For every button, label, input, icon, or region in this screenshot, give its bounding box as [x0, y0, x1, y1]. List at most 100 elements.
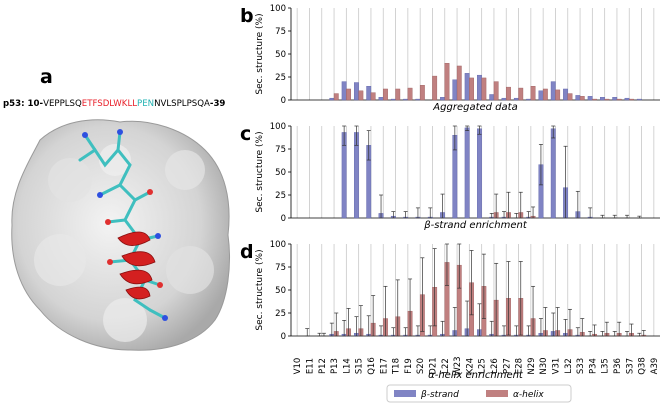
- panel-a-label: a: [40, 66, 53, 88]
- strand-bar-t18: [390, 98, 396, 101]
- strand-bar-p36: [612, 97, 618, 101]
- x-tick-label: P34: [588, 358, 598, 374]
- strand-bar-q38: [636, 98, 642, 101]
- strand-bar-l32: [563, 88, 568, 101]
- x-tick-label: P12: [318, 358, 328, 374]
- strand-bar-p13: [329, 97, 335, 101]
- helix-bar-l22: [444, 63, 450, 101]
- y-axis-label: Sec. structure (%): [255, 249, 265, 330]
- helix-bar-s37: [629, 98, 634, 101]
- x-tick-label: P36: [613, 358, 623, 374]
- panel-b-label: b: [240, 5, 254, 27]
- p53-sequence: p53: 10-VEPPLSQETFSDLWKLLPENNVLSPLPSQA-3…: [3, 99, 225, 109]
- x-tick-label: D21: [428, 357, 438, 374]
- helix-bar-s33: [579, 96, 585, 101]
- x-tick-label: V10: [293, 358, 303, 375]
- helix-bar-w23: [456, 65, 462, 101]
- x-tick-label: W23: [453, 356, 463, 375]
- x-tick-label: Q16: [367, 357, 377, 375]
- helix-bar-l26: [493, 81, 499, 101]
- strand-bar-s33: [575, 95, 581, 101]
- y-axis-label: Sec. structure (%): [255, 13, 265, 94]
- sequence-segment: ETFSDLWKLL: [82, 99, 137, 109]
- panel-c-chart: c 0 25 50 75 100 Sec. structure (%) β-strand en…: [240, 122, 660, 231]
- legend-helix-swatch: [486, 390, 508, 397]
- legend: β-strand α-helix: [386, 384, 572, 403]
- x-tick-label: L22: [441, 358, 451, 374]
- legend-strand-label: β-strand: [420, 390, 459, 400]
- helix-bar-l14: [346, 88, 351, 101]
- helix-bar-q16: [370, 92, 376, 101]
- y-tick-label: 50: [275, 286, 286, 296]
- strand-bar-w23: [452, 79, 458, 101]
- helix-bar-p36: [616, 98, 622, 101]
- x-tick-label: L26: [490, 358, 500, 374]
- x-tick-label: T18: [392, 358, 402, 375]
- strand-bar-l26: [489, 94, 495, 101]
- strand-bar-e17: [378, 97, 384, 101]
- helix-bar-n30: [542, 88, 548, 101]
- helix-bar-v31: [555, 89, 561, 101]
- y-tick-label: 25: [275, 73, 286, 83]
- y-tick-label: 100: [270, 122, 286, 132]
- strand-bar-n29: [526, 98, 532, 101]
- y-tick-label: 75: [275, 27, 286, 37]
- strand-bar-l35: [600, 97, 605, 101]
- helix-bar-l32: [567, 93, 573, 101]
- strand-bar-s20: [415, 98, 421, 101]
- panel-d-subtitle: α-helix enrichment: [428, 370, 524, 381]
- strand-bar-k24: [464, 127, 470, 219]
- strand-bar-l25: [477, 128, 482, 219]
- x-tick-label: L35: [601, 358, 611, 374]
- helix-bar-s15: [358, 90, 364, 101]
- legend-helix-label: α-helix: [513, 390, 544, 400]
- y-tick-label: 0: [281, 332, 286, 342]
- strand-bar-l25: [477, 74, 482, 101]
- y-tick-label: 75: [275, 263, 286, 273]
- helix-bar-p34: [592, 98, 597, 101]
- strand-bar-n30: [538, 90, 544, 101]
- y-tick-label: 0: [281, 214, 286, 224]
- x-tick-label: P27: [502, 358, 512, 374]
- helix-bar-n29: [530, 85, 536, 101]
- y-tick-label: 25: [275, 309, 286, 319]
- strand-bar-s37: [624, 97, 630, 101]
- panel-c-label: c: [240, 123, 251, 145]
- strand-bar-q16: [366, 85, 372, 101]
- y-tick-label: 0: [281, 96, 286, 106]
- y-tick-label: 50: [275, 50, 286, 60]
- strand-bar-v31: [550, 128, 556, 219]
- panel-d-label: d: [240, 241, 254, 263]
- strand-bar-l22: [440, 97, 445, 101]
- helix-bar-e17: [383, 88, 388, 101]
- strand-bar-l14: [341, 81, 347, 101]
- y-tick-label: 50: [275, 168, 286, 178]
- strand-bar-p34: [587, 96, 593, 101]
- sequence-segment: PEN: [137, 99, 154, 109]
- strand-bar-e28: [513, 97, 519, 101]
- x-tick-label: P13: [330, 358, 340, 374]
- sequence-segment: p53: 10-: [3, 99, 43, 109]
- helix-bar-f19: [407, 87, 413, 101]
- y-tick-label: 100: [270, 4, 286, 14]
- x-tick-label: N29: [527, 357, 537, 374]
- helix-bar-p13: [333, 93, 339, 101]
- sequence-segment: -39: [210, 99, 226, 109]
- x-tick-label: E17: [379, 358, 389, 374]
- panel-b-chart: b 0 25 50 75 100 Sec. structure (%) Aggregated …: [240, 4, 660, 113]
- x-tick-label: E28: [515, 358, 525, 374]
- helix-bar-t18: [395, 88, 401, 101]
- strand-bar-p27: [501, 97, 507, 101]
- helix-bar-k24: [469, 77, 474, 101]
- x-tick-label: F19: [404, 358, 414, 374]
- sequence-segment: NVLSPLPSQA: [154, 99, 210, 109]
- x-tick-label: V31: [551, 358, 561, 375]
- x-tick-label: A39: [650, 358, 660, 375]
- x-tick-label: E11: [305, 358, 315, 374]
- y-tick-label: 75: [275, 145, 286, 155]
- y-tick-label: 100: [270, 240, 286, 250]
- x-tick-label: L32: [564, 358, 574, 374]
- legend-strand-swatch: [394, 390, 416, 397]
- helix-bar-l25: [481, 77, 487, 101]
- x-tick-label: Q38: [638, 357, 648, 375]
